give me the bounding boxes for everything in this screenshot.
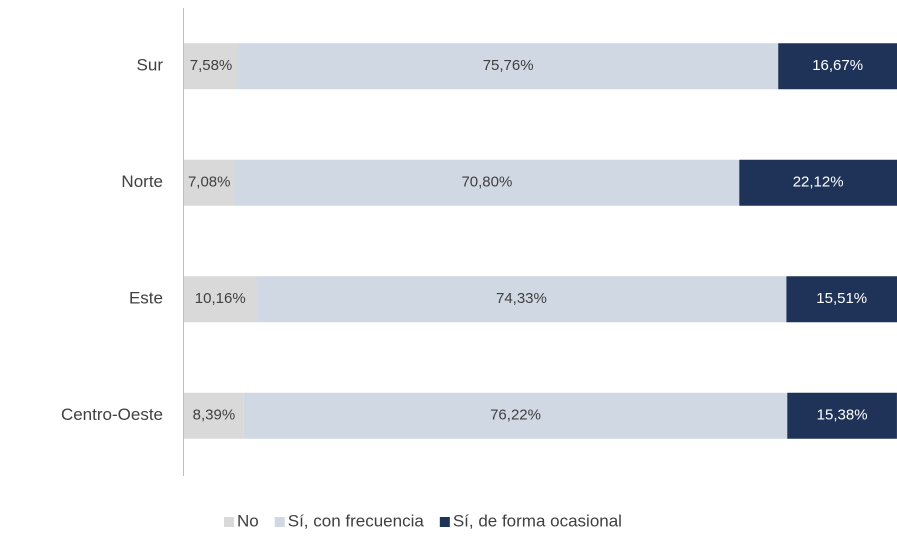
bar-segment: [739, 159, 897, 206]
data-label: 15,38%: [817, 407, 868, 424]
data-label: 7,58%: [190, 57, 233, 74]
bar-segment: [234, 159, 740, 206]
data-label: 15,51%: [816, 290, 867, 307]
bar-segment: [778, 43, 897, 90]
category-label: Norte: [121, 172, 163, 191]
data-label: 76,22%: [490, 407, 541, 424]
legend-swatch: [274, 517, 285, 527]
data-label: 8,39%: [193, 407, 236, 424]
legend-label: No: [237, 511, 259, 530]
legend-label: Sí, de forma ocasional: [453, 511, 622, 530]
data-label: 22,12%: [793, 174, 844, 191]
category-label: Sur: [137, 56, 164, 75]
legend-label: Sí, con frecuencia: [288, 511, 425, 530]
data-label: 70,80%: [461, 174, 512, 191]
bar-segment: [787, 392, 897, 439]
bar-segment: [184, 43, 239, 90]
bar-segment: [256, 276, 787, 323]
data-label: 75,76%: [483, 57, 534, 74]
bar-segment: [184, 392, 244, 439]
category-label: Centro-Oeste: [61, 405, 163, 424]
category-label: Este: [129, 289, 163, 308]
data-label: 7,08%: [188, 174, 231, 191]
bar-segment: [243, 392, 788, 439]
bar-segment: [184, 159, 235, 206]
bar-segment: [238, 43, 779, 90]
bar-segment: [786, 276, 897, 323]
data-label: 74,33%: [496, 290, 547, 307]
bar-segment: [184, 276, 257, 323]
legend-swatch: [224, 517, 234, 527]
data-label: 10,16%: [195, 290, 246, 307]
legend-swatch: [439, 517, 450, 527]
data-label: 16,67%: [812, 57, 863, 74]
